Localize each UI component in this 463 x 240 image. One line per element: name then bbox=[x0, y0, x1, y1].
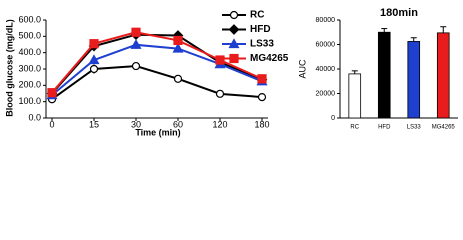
series-line bbox=[51, 43, 263, 96]
marker bbox=[173, 74, 183, 83]
y-axis-label: Blood glucose (mg/dL) bbox=[4, 19, 14, 117]
y-tick-label: 40000 bbox=[316, 66, 336, 73]
marker bbox=[173, 35, 183, 46]
x-tick-label: RC bbox=[350, 125, 359, 131]
y-tick-label: 60000 bbox=[316, 41, 336, 48]
x-tick-label: 30 bbox=[131, 119, 141, 129]
bar bbox=[377, 31, 391, 119]
x-tick-label: 60 bbox=[173, 119, 183, 129]
marker bbox=[257, 74, 267, 84]
bar bbox=[407, 41, 421, 119]
marker bbox=[89, 64, 99, 74]
marker bbox=[228, 38, 240, 49]
marker bbox=[215, 89, 225, 98]
marker bbox=[257, 92, 267, 102]
legend-label: HFD bbox=[250, 24, 271, 35]
x-tick-label: HFD bbox=[378, 125, 391, 131]
y-tick-label: 600.0 bbox=[18, 14, 41, 24]
marker bbox=[131, 61, 141, 71]
x-axis-label: Time (min) bbox=[135, 127, 180, 137]
marker bbox=[131, 27, 141, 37]
marker bbox=[130, 39, 142, 49]
y-tick-label: 400.0 bbox=[18, 47, 41, 57]
x-tick-label: 15 bbox=[89, 119, 99, 129]
x-tick-label: 0 bbox=[49, 119, 54, 129]
marker bbox=[89, 39, 99, 49]
series-line bbox=[51, 65, 263, 101]
y-tick-label: 100.0 bbox=[18, 96, 41, 106]
y-tick-label: 500.0 bbox=[18, 31, 41, 41]
series-line bbox=[51, 31, 263, 94]
x-tick-label: MG4265 bbox=[432, 125, 456, 131]
y-tick-label: 0 bbox=[331, 115, 335, 122]
figure: Blood glucose (mg/dL) Time (min) 180min … bbox=[4, 7, 458, 137]
bar bbox=[436, 32, 450, 119]
marker bbox=[88, 54, 100, 65]
x-tick-label: 120 bbox=[212, 119, 227, 129]
marker bbox=[228, 24, 240, 35]
legend-label: LS33 bbox=[250, 39, 274, 50]
y-tick-label: 20000 bbox=[316, 90, 336, 97]
legend-label: MG4265 bbox=[250, 53, 289, 64]
x-tick-label: LS33 bbox=[407, 125, 422, 131]
series-line bbox=[51, 33, 263, 95]
legend-label: RC bbox=[250, 10, 264, 21]
y-tick-label: 300.0 bbox=[18, 63, 41, 73]
x-tick-label: 180 bbox=[254, 119, 269, 129]
y-tick-label: 80000 bbox=[316, 17, 336, 24]
bar bbox=[348, 73, 362, 119]
marker bbox=[229, 10, 239, 20]
y-tick-label: 0.0 bbox=[28, 112, 41, 122]
marker bbox=[172, 42, 184, 53]
bar-title: 180min bbox=[380, 7, 418, 19]
marker bbox=[229, 53, 239, 64]
y-tick-label: 200.0 bbox=[18, 80, 41, 90]
marker bbox=[47, 88, 57, 98]
marker bbox=[215, 55, 225, 65]
bar-y-label: AUC bbox=[297, 59, 307, 79]
